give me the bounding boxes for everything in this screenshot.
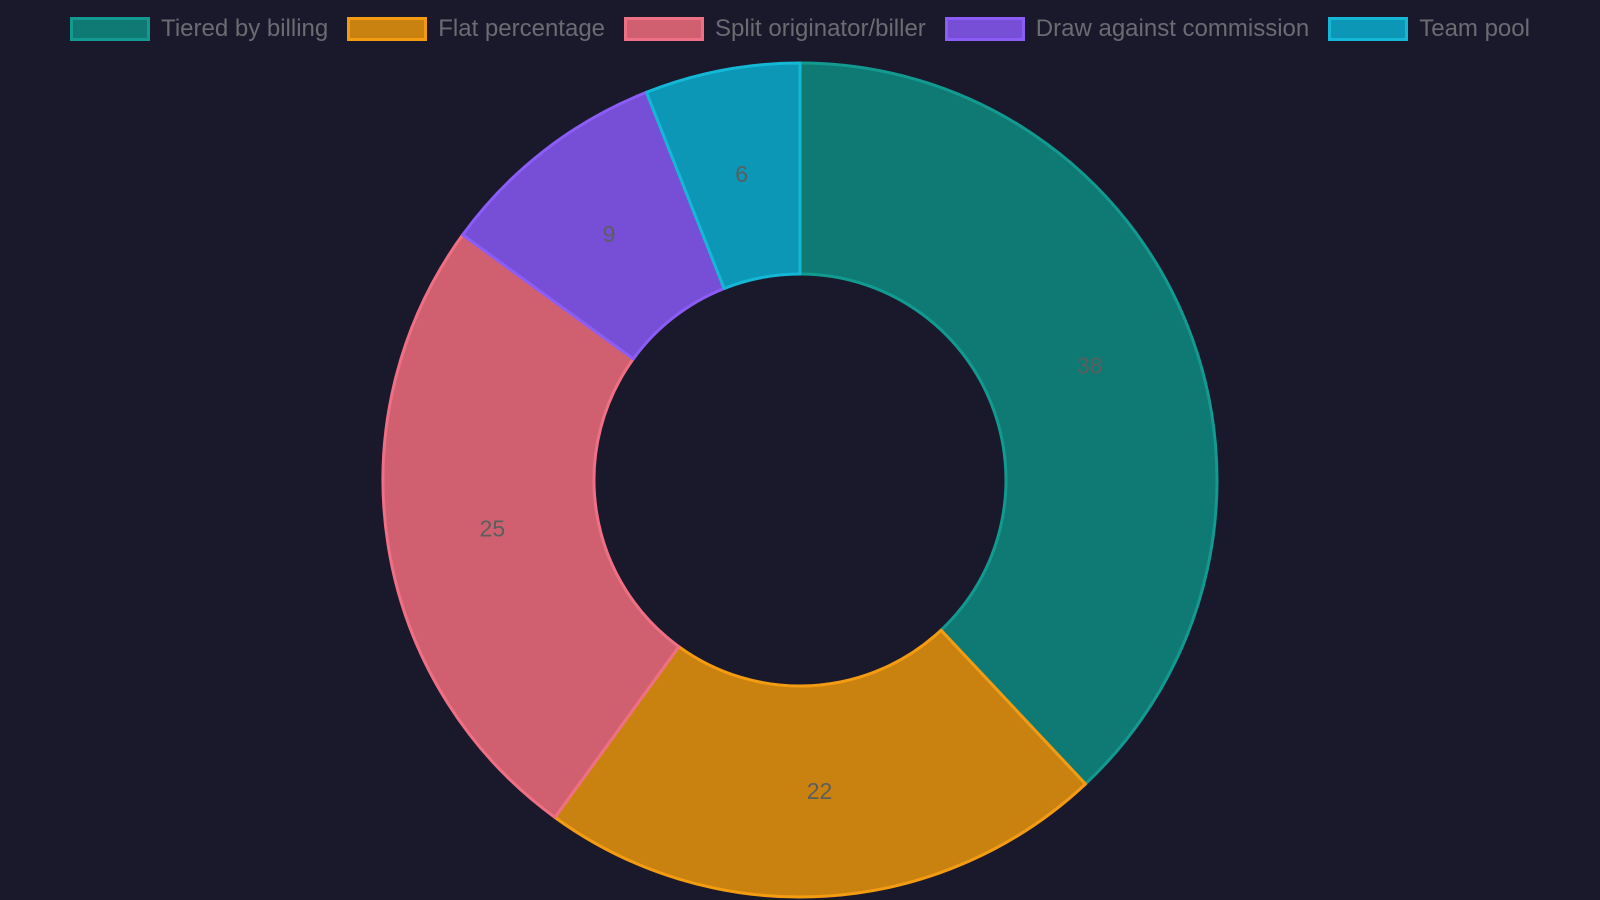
legend-item-tiered-by-billing[interactable]: Tiered by billing: [70, 15, 328, 43]
legend-item-team-pool[interactable]: Team pool: [1328, 15, 1530, 43]
legend-item-flat-percentage[interactable]: Flat percentage: [347, 15, 605, 43]
legend-item-split-originator-biller[interactable]: Split originator/biller: [624, 15, 926, 43]
slice-label-tiered-by-billing: 38: [1077, 352, 1103, 378]
slice-label-flat-percentage: 22: [807, 778, 833, 804]
legend-label: Draw against commission: [1035, 15, 1310, 42]
legend-swatch: [347, 17, 428, 41]
legend-label: Tiered by billing: [161, 15, 329, 42]
legend-swatch: [944, 17, 1025, 41]
slice-split-originator-biller[interactable]: [381, 233, 681, 819]
legend-swatch: [1328, 17, 1409, 41]
legend-swatch: [70, 17, 151, 41]
slice-label-split-originator-biller: 25: [480, 516, 506, 542]
legend: Tiered by billing Flat percentage Split …: [0, 15, 1600, 43]
legend-label: Team pool: [1419, 15, 1530, 42]
slice-team-pool[interactable]: [644, 61, 802, 290]
legend-item-draw-against-commission[interactable]: Draw against commission: [944, 15, 1310, 43]
slice-tiered-by-billing[interactable]: [798, 61, 1219, 786]
slice-label-team-pool: 6: [735, 161, 748, 187]
slice-label-draw-against-commission: 9: [603, 221, 616, 247]
legend-label: Flat percentage: [438, 15, 606, 42]
legend-swatch: [624, 17, 705, 41]
legend-label: Split originator/biller: [715, 15, 926, 42]
slice-flat-percentage[interactable]: [553, 628, 1087, 899]
